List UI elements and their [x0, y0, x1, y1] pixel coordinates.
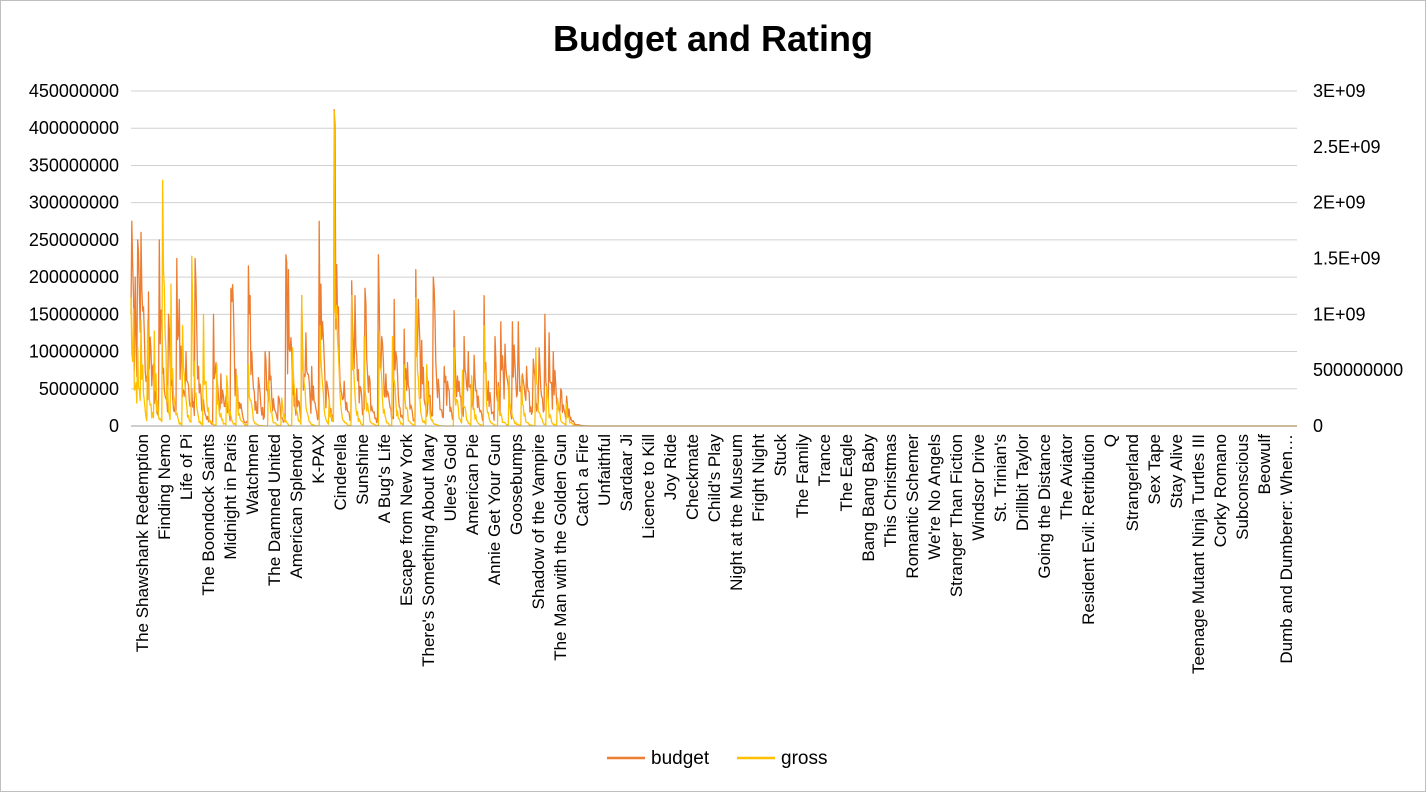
category-label: The Shawshank Redemption — [133, 434, 152, 652]
left-tick-label: 150000000 — [29, 304, 119, 324]
category-label: The Eagle — [837, 434, 856, 512]
category-label: American Splendor — [287, 434, 306, 579]
category-label: A Bug's Life — [375, 434, 394, 523]
category-label: Fright Night — [749, 434, 768, 522]
category-label: Child's Play — [705, 434, 724, 523]
category-label: The Family — [793, 434, 812, 519]
category-label: St. Trinian's — [991, 434, 1010, 522]
category-label: Sardaar Ji — [617, 434, 636, 511]
category-label: Stranger Than Fiction — [947, 434, 966, 597]
legend-label-budget: budget — [651, 748, 710, 769]
left-tick-label: 400000000 — [29, 118, 119, 138]
category-label: Midnight in Paris — [221, 434, 240, 560]
category-label: Trance — [815, 434, 834, 486]
category-label: Subconscious — [1233, 434, 1252, 540]
legend: budget gross — [607, 748, 827, 769]
category-label: Bang Bang Baby — [859, 434, 878, 562]
gridlines — [131, 90, 1297, 390]
category-label: Dumb and Dumberer: When… — [1277, 434, 1296, 664]
category-label: Romantic Schemer — [903, 434, 922, 579]
category-label: Stuck — [771, 434, 790, 477]
category-label: American Pie — [463, 434, 482, 535]
category-label: Ulee's Gold — [441, 434, 460, 521]
category-label: The Boondock Saints — [199, 434, 218, 596]
category-label: Sunshine — [353, 434, 372, 505]
category-label: Sex Tape — [1145, 434, 1164, 505]
right-tick-label: 500000000 — [1313, 360, 1403, 380]
category-label: Strangerland — [1123, 434, 1142, 531]
legend-label-gross: gross — [781, 748, 827, 769]
left-tick-label: 0 — [109, 416, 119, 436]
right-tick-label: 2E+09 — [1313, 193, 1366, 213]
left-tick-label: 100000000 — [29, 342, 119, 362]
category-label: The Aviator — [1057, 434, 1076, 520]
x-axis-categories: The Shawshank Redemption Finding Nemo Life… — [133, 433, 1296, 674]
category-label: Drillbit Taylor — [1013, 434, 1032, 531]
category-label: The Man with the Golden Gun — [551, 434, 570, 661]
category-label: Life of Pi — [177, 434, 196, 500]
category-label: Shadow of the Vampire — [529, 434, 548, 609]
category-label: Watchmen — [243, 434, 262, 515]
category-label: Checkmate — [683, 434, 702, 520]
category-label: Going the Distance — [1035, 434, 1054, 579]
category-label: Licence to Kill — [639, 434, 658, 539]
category-label: Night at the Museum — [727, 434, 746, 591]
category-label: Escape from New York — [397, 434, 416, 606]
category-label: Cinderella — [331, 433, 350, 510]
category-label: Joy Ride — [661, 434, 680, 500]
left-tick-label: 300000000 — [29, 193, 119, 213]
category-label: This Christmas — [881, 434, 900, 547]
category-label: The Damned United — [265, 434, 284, 586]
left-tick-label: 200000000 — [29, 267, 119, 287]
right-tick-label: 1E+09 — [1313, 304, 1366, 324]
right-tick-label: 3E+09 — [1313, 81, 1366, 101]
category-label: Annie Get Your Gun — [485, 434, 504, 585]
category-label: Finding Nemo — [155, 434, 174, 540]
right-tick-label: 0 — [1313, 416, 1323, 436]
right-tick-label: 2.5E+09 — [1313, 137, 1381, 157]
category-label: There's Something About Mary — [419, 434, 438, 667]
left-tick-label: 450000000 — [29, 81, 119, 101]
left-axis: 0 50000000 100000000 150000000 200000000 2500… — [29, 81, 119, 436]
category-label: Unfaithful — [595, 434, 614, 506]
category-label: Windsor Drive — [969, 434, 988, 541]
category-label: Resident Evil: Retribution — [1079, 434, 1098, 625]
chart-title: Budget and Rating — [553, 18, 873, 59]
left-tick-label: 50000000 — [39, 379, 119, 399]
category-label: Goosebumps — [507, 434, 526, 535]
category-label: We're No Angels — [925, 434, 944, 560]
category-label: Corky Romano — [1211, 434, 1230, 547]
series-line-budget — [130, 108, 1297, 427]
series-line-gross — [130, 110, 1297, 427]
right-axis: 0 500000000 1E+09 1.5E+09 2E+09 2.5E+09 3E+09 — [1313, 81, 1403, 436]
category-label: Q — [1101, 434, 1120, 447]
category-label: Stay Alive — [1167, 434, 1186, 509]
right-tick-label: 1.5E+09 — [1313, 249, 1381, 269]
left-tick-label: 350000000 — [29, 155, 119, 175]
plot-series — [130, 108, 1297, 427]
left-tick-label: 250000000 — [29, 230, 119, 250]
category-label: Beowulf — [1255, 434, 1274, 495]
category-label: Catch a Fire — [573, 434, 592, 527]
category-label: Teenage Mutant Ninja Turtles III — [1189, 434, 1208, 674]
category-label: K-PAX — [309, 434, 328, 484]
